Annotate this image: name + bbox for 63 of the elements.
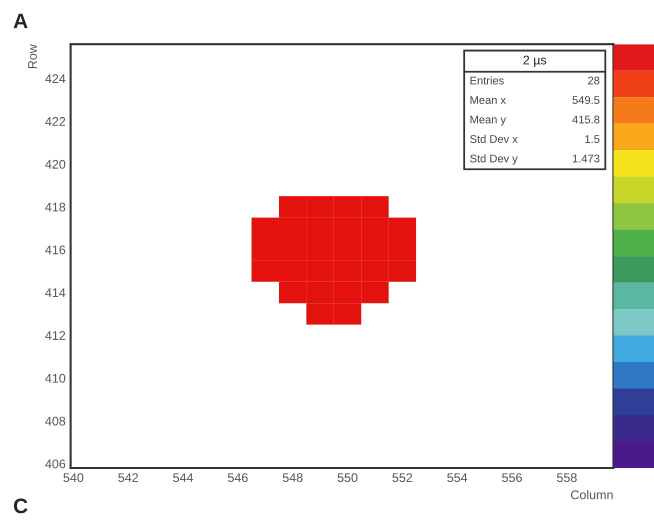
- point: [334, 282, 362, 304]
- point: [388, 260, 416, 282]
- point: [361, 238, 389, 260]
- annotation: Entries: [470, 76, 504, 84]
- point: [388, 238, 416, 260]
- point: [361, 260, 389, 282]
- point: [306, 260, 334, 282]
- x-tick-label: 540: [63, 473, 84, 482]
- annotation: 2 µs: [523, 56, 546, 67]
- y-axis-title: Row: [28, 44, 37, 68]
- annotation: Mean x: [470, 96, 506, 104]
- x-tick-label: 548: [282, 473, 303, 482]
- point: [361, 218, 389, 239]
- text: A: [14, 14, 28, 28]
- point: [361, 282, 389, 304]
- point: [306, 196, 334, 218]
- x-tick-label: 542: [118, 473, 138, 482]
- y-tick-label: 418: [45, 202, 66, 212]
- annotation: 549.5: [572, 96, 600, 104]
- point: [252, 260, 279, 282]
- y-tick-label: 424: [45, 74, 66, 83]
- point: [278, 238, 306, 260]
- y-tick-label: 422: [45, 117, 66, 126]
- x-tick-label: 558: [556, 473, 577, 482]
- x-tick-label: 544: [173, 473, 194, 482]
- point: [334, 303, 362, 325]
- annotation: 28: [588, 76, 600, 84]
- point: [306, 303, 334, 325]
- y-tick-label: 420: [45, 160, 66, 169]
- point: [306, 282, 334, 304]
- x-tick-label: 550: [338, 473, 358, 482]
- point: [278, 218, 306, 239]
- y-tick-label: 410: [45, 374, 66, 383]
- point: [252, 218, 279, 239]
- y-tick-label: 412: [45, 331, 66, 340]
- point: [388, 218, 416, 239]
- point: [334, 218, 362, 239]
- text: C: [14, 498, 28, 514]
- y-tick-label: 408: [45, 416, 66, 426]
- annotation: Mean y: [470, 116, 506, 126]
- annotation: Std Dev x: [470, 134, 518, 143]
- annotation: Std Dev y: [470, 154, 518, 165]
- x-tick-label: 552: [392, 473, 412, 482]
- point: [306, 218, 334, 239]
- y-tick-label: 416: [45, 245, 66, 254]
- point: [278, 282, 306, 304]
- x-tick-label: 554: [447, 473, 468, 482]
- x-tick-label: 556: [502, 473, 522, 482]
- y-tick-label: 406: [45, 460, 66, 468]
- y-tick-label: 414: [45, 288, 66, 298]
- x-tick-label: 546: [228, 473, 248, 482]
- point: [278, 196, 306, 218]
- point: [334, 260, 362, 282]
- point: [252, 238, 279, 260]
- point: [334, 196, 362, 218]
- annotation: 415.8: [572, 116, 600, 124]
- annotation: 1.5: [585, 135, 600, 143]
- annotation: 1.473: [572, 154, 600, 162]
- x-axis-title: Column: [571, 490, 613, 500]
- point: [278, 260, 306, 282]
- point: [334, 238, 362, 260]
- point: [361, 196, 389, 218]
- point: [306, 238, 334, 260]
